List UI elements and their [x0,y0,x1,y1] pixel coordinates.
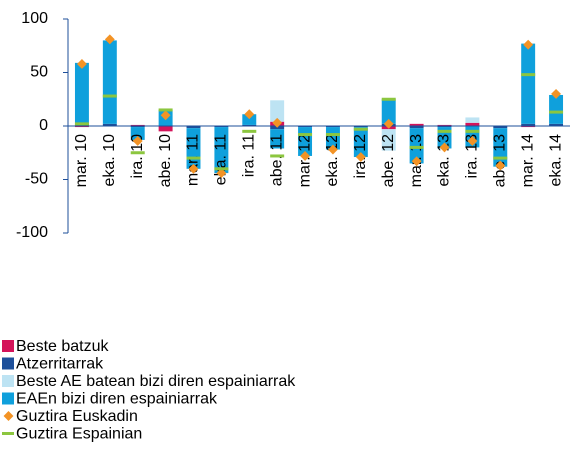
bar-segment [74,62,89,124]
bar-segment [242,114,257,125]
x-tick-label: abe. 11 [268,134,285,186]
bar-segment [465,122,480,126]
x-tick-label: eka. 13 [436,134,453,187]
bar-segment [102,123,117,126]
y-tick-label: 0 [39,117,48,134]
bar-segment [381,129,396,151]
bar-segment [465,117,480,123]
bar-segment [325,127,340,150]
bar-segment [409,128,424,164]
bar-segment [493,126,508,129]
bar-segment [437,126,452,128]
marker-diamond [132,136,143,146]
x-tick-label: abe. 13 [491,134,508,187]
bar-segment [158,126,173,132]
y-tick-label: 50 [30,64,48,81]
marker-diamond [104,34,115,45]
bar-segment [521,43,536,124]
x-tick-label: abe. 12 [380,134,397,187]
marker-diamond [495,160,506,171]
legend-swatch [2,392,14,405]
y-tick-label: -100 [16,224,48,241]
x-tick-label: eka. 14 [547,134,564,187]
bar-segment [409,123,424,126]
marker-diamond [300,151,311,161]
marker-diamond [327,144,338,155]
marker-diamond [467,136,478,146]
legend-label: Beste AE batean bizi diren espainiarrak [16,373,296,390]
bar-segment [437,124,452,126]
legend-label: Beste batzuk [16,338,110,355]
bar-segment [74,126,89,128]
marker-diamond [244,109,255,120]
bar-segment [130,127,145,140]
legend-label: Guztira Espainian [16,426,142,443]
x-tick-label: mar. 10 [73,134,90,187]
bar-segment [353,126,368,128]
bar-segment [242,124,257,126]
legend-label: EAEn bizi diren espainiarrak [16,391,218,408]
bar-segment [521,123,536,126]
marker-diamond [355,152,366,162]
marker-diamond [188,163,199,174]
y-tick-label: -50 [25,171,48,188]
bar-segment [325,126,340,128]
bar-segment [214,127,229,174]
bar-segment [353,127,368,158]
bar-segment [381,99,396,124]
bar-segment [270,100,285,122]
x-tick-label: mar. 11 [185,134,202,186]
x-tick-label: abe. 10 [157,134,174,187]
legend-swatch [3,411,14,421]
bar-segment [409,126,424,129]
marker-diamond [439,142,450,153]
legend-label: Guztira Euskadin [16,408,138,425]
bar-segment [521,126,536,128]
x-tick-label: eka. 10 [101,134,118,187]
x-tick-label: mar. 14 [519,134,536,187]
marker-diamond [76,58,87,69]
bar-segment [549,123,564,126]
bar-segment [130,126,145,128]
x-tick-label: ira. 10 [129,134,146,179]
marker-diamond [551,88,562,99]
bar-segment [214,126,229,128]
marker-diamond [216,168,227,179]
bar-segment [270,129,285,149]
y-tick-label: 100 [21,10,48,27]
bar-segment [102,40,117,124]
bar-segment [549,94,564,124]
x-tick-label: eka. 12 [324,134,341,187]
marker-diamond [523,39,534,50]
bar-segment [298,126,313,128]
bar-segment [130,124,145,126]
legend-swatch [2,357,14,370]
legend-swatch [2,340,14,352]
bar-segment [186,126,201,129]
legend-swatch [2,375,14,387]
x-tick-label: ira. 11 [240,134,257,177]
legend-label: Atzerritarrak [16,356,104,373]
marker-diamond [411,156,422,167]
marker-diamond [160,110,171,121]
x-tick-label: ira. 13 [464,134,481,179]
